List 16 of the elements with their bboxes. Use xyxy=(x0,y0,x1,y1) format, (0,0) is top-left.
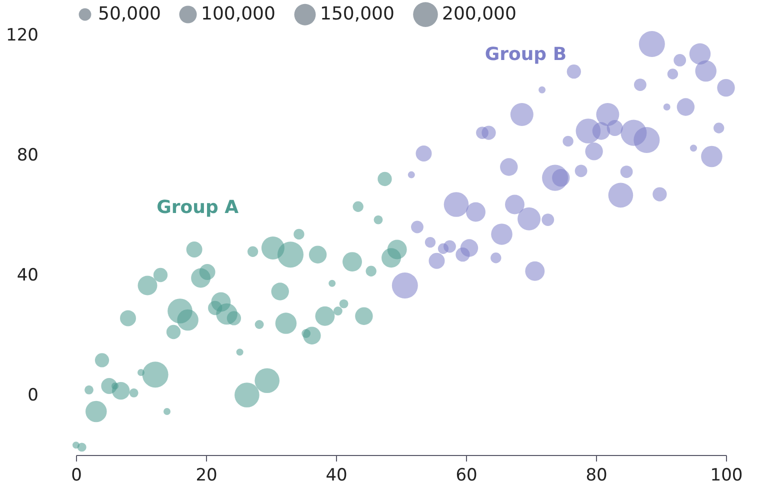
x-tick-label: 80 xyxy=(586,466,608,486)
x-tick-label: 100 xyxy=(710,466,743,486)
y-tick-label: 40 xyxy=(16,266,38,286)
legend-label: 150,000 xyxy=(320,4,394,25)
x-tick-label: 60 xyxy=(456,466,478,486)
series-label: Group A xyxy=(156,197,239,218)
legend-label: 200,000 xyxy=(442,4,516,25)
x-tick-label: 0 xyxy=(71,466,82,486)
y-tick-label: 80 xyxy=(16,146,38,166)
legend-label: 50,000 xyxy=(98,4,161,24)
y-tick-label: 0 xyxy=(28,386,38,406)
series-label: Group B xyxy=(484,44,567,66)
y-tick-label: 120 xyxy=(6,26,38,46)
legend-label: 100,000 xyxy=(201,4,276,24)
x-tick-label: 40 xyxy=(326,466,348,486)
x-tick-label: 20 xyxy=(196,466,218,486)
